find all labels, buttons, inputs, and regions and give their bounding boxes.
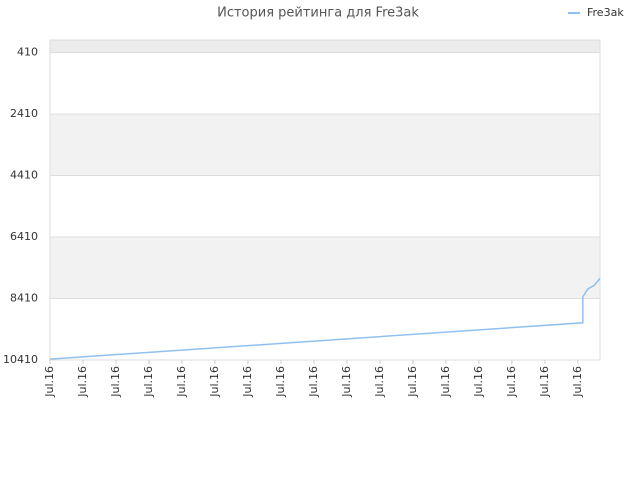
x-tick-label: Jul.16 [373, 366, 386, 398]
y-tick-label: 4410 [10, 169, 38, 182]
plot-band [50, 298, 600, 360]
plot-band [50, 175, 600, 238]
y-tick-label: 410 [17, 46, 38, 59]
x-tick-label: Jul.16 [43, 366, 56, 398]
y-tick-label: 6410 [10, 230, 38, 243]
y-tick-label: 10410 [3, 353, 38, 366]
x-tick-label: Jul.16 [406, 366, 419, 398]
plot-band [50, 52, 600, 115]
x-tick-label: Jul.16 [439, 366, 452, 398]
plot-band [50, 114, 600, 176]
chart-title: История рейтинга для Fre3ak [217, 6, 419, 21]
x-tick-label: Jul.16 [505, 366, 518, 398]
x-tick-label: Jul.16 [472, 366, 485, 398]
plot-band [50, 40, 600, 53]
x-tick-label: Jul.16 [76, 366, 89, 398]
x-tick-label: Jul.16 [307, 366, 320, 398]
data-line [49, 277, 601, 360]
x-tick-label: Jul.16 [241, 366, 254, 398]
y-tick-label: 8410 [10, 292, 38, 305]
x-tick-label: Jul.16 [175, 366, 188, 398]
legend-label: Fre3ak [587, 6, 624, 19]
x-tick-label: Jul.16 [538, 366, 551, 398]
plot-band [50, 237, 600, 299]
x-tick-label: Jul.16 [208, 366, 221, 398]
y-tick-label: 2410 [10, 107, 38, 120]
x-tick-label: Jul.16 [274, 366, 287, 398]
x-tick-label: Jul.16 [142, 366, 155, 398]
x-tick-label: Jul.16 [340, 366, 353, 398]
x-tick-label: Jul.16 [109, 366, 122, 398]
x-tick-label: Jul.16 [571, 366, 584, 398]
